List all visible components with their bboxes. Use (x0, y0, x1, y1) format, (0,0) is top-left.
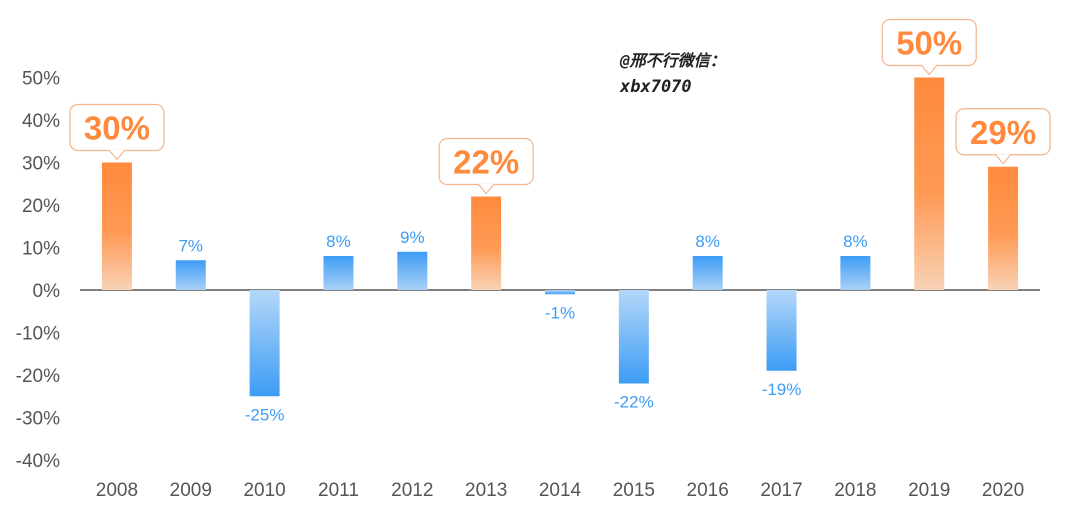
y-tick-label: -30% (16, 409, 60, 430)
x-tick-label: 2014 (539, 480, 582, 501)
bar-2009 (175, 260, 206, 290)
bar-2012 (397, 251, 428, 290)
data-label-2009: 7% (178, 236, 203, 255)
y-tick-label: 30% (22, 154, 60, 175)
bar-2020 (988, 166, 1019, 290)
x-tick-label: 2020 (982, 480, 1024, 501)
y-tick-label: 50% (22, 69, 60, 90)
data-label-2020: 29% (970, 114, 1036, 151)
data-label-2015: -22% (614, 393, 654, 412)
bar-2016 (692, 256, 723, 290)
data-label-2017: -19% (762, 380, 802, 399)
callout-pointer (994, 153, 1012, 165)
watermark-line-2: xbx7070 (619, 77, 692, 97)
watermark-line-1: @邢不行微信： (619, 51, 726, 70)
y-tick-label: -20% (16, 366, 60, 387)
highlight-callout-2019: 50% (881, 18, 977, 76)
data-labels: 30% 7% -25% 8% 9% 22% -1% -22% 8% -19% 8% 50% 29% (69, 18, 1051, 424)
x-tick-label: 2008 (96, 480, 138, 501)
highlight-callout-2008: 30% (69, 103, 165, 161)
bar-2017 (766, 290, 797, 371)
callout-pointer (108, 149, 126, 161)
callout-pointer (920, 64, 938, 76)
highlight-callout-2013: 22% (438, 137, 534, 195)
data-label-2014: -1% (545, 303, 575, 322)
data-label-2010: -25% (245, 405, 285, 424)
y-tick-label: -10% (16, 324, 60, 345)
watermark: @邢不行微信： xbx7070 (619, 51, 726, 97)
bar-2019 (914, 77, 945, 290)
data-label-2019: 50% (896, 25, 962, 62)
x-axis-ticks: 2008 2009 2010 2011 2012 2013 2014 2015 2016 2017… (96, 480, 1024, 501)
bar-2010 (249, 290, 280, 397)
bar-2011 (323, 256, 354, 290)
y-tick-label: 10% (22, 239, 60, 260)
y-tick-label: -40% (16, 451, 60, 472)
bar-2014 (545, 290, 575, 295)
bar-2008 (101, 162, 132, 290)
data-label-2016: 8% (695, 232, 720, 251)
callout-pointer (477, 183, 495, 195)
data-label-2012: 9% (400, 228, 425, 247)
y-tick-label: 20% (22, 196, 60, 217)
bar-2013 (471, 196, 502, 290)
data-label-2008: 30% (84, 110, 150, 147)
data-label-2013: 22% (453, 144, 519, 181)
x-tick-label: 2012 (391, 480, 433, 501)
bar-2018 (840, 256, 871, 290)
x-tick-label: 2010 (243, 480, 285, 501)
data-label-2011: 8% (326, 232, 351, 251)
x-tick-label: 2013 (465, 480, 507, 501)
x-tick-label: 2018 (834, 480, 876, 501)
data-label-2018: 8% (843, 232, 868, 251)
x-tick-label: 2019 (908, 480, 950, 501)
y-tick-label: 0% (33, 281, 61, 302)
x-tick-label: 2009 (170, 480, 212, 501)
x-tick-label: 2011 (318, 480, 359, 501)
x-tick-label: 2017 (760, 480, 802, 501)
y-axis-ticks: 50% 40% 30% 20% 10% 0% -10% -20% -30% -40% (16, 69, 60, 473)
highlight-callout-2020: 29% (955, 108, 1051, 165)
x-tick-label: 2015 (613, 480, 655, 501)
y-tick-label: 40% (22, 111, 60, 132)
bar-2015 (618, 290, 649, 384)
x-tick-label: 2016 (687, 480, 729, 501)
bars (101, 77, 1019, 397)
